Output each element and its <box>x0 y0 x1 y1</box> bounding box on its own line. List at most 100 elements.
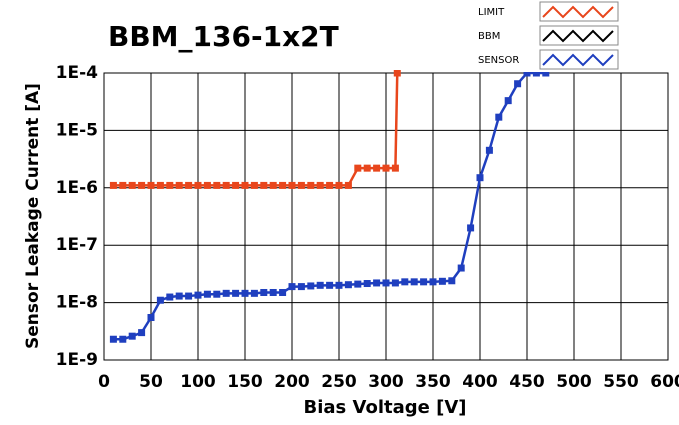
point-marker <box>288 181 296 189</box>
point-marker <box>514 80 522 88</box>
point-marker <box>241 289 249 297</box>
point-marker <box>523 70 531 77</box>
point-marker <box>354 280 362 288</box>
point-marker <box>185 181 193 189</box>
point-marker <box>467 224 475 232</box>
point-marker <box>429 278 437 286</box>
point-marker <box>410 278 418 286</box>
x-tick-label: 150 <box>227 372 263 392</box>
point-marker <box>138 181 146 189</box>
point-marker <box>138 329 146 337</box>
point-marker <box>119 181 127 189</box>
point-marker <box>232 289 240 297</box>
x-tick-label: 100 <box>180 372 216 392</box>
legend-swatch-line <box>542 29 614 43</box>
point-marker <box>532 70 540 77</box>
legend: LIMIT BBM SENSOR <box>470 0 622 72</box>
point-marker <box>363 280 371 288</box>
x-tick-label: 250 <box>321 372 357 392</box>
point-marker <box>213 181 221 189</box>
legend-swatch-line <box>542 5 614 19</box>
point-marker <box>307 181 315 189</box>
point-marker <box>401 278 409 286</box>
point-marker <box>175 181 183 189</box>
point-marker <box>316 181 324 189</box>
point-marker <box>344 281 352 289</box>
point-marker <box>128 181 136 189</box>
point-marker <box>147 314 155 322</box>
legend-label: SENSOR <box>478 55 519 66</box>
point-marker <box>203 290 211 298</box>
y-tick-label: 1E-5 <box>56 120 98 140</box>
x-tick-label: 550 <box>603 372 639 392</box>
point-marker <box>269 288 277 296</box>
plot <box>109 70 550 343</box>
point-marker <box>222 289 230 297</box>
point-marker <box>363 164 371 172</box>
point-marker <box>476 174 484 182</box>
x-tick-label: 300 <box>368 372 404 392</box>
legend-swatch <box>539 1 619 22</box>
point-marker <box>297 283 305 291</box>
point-marker <box>393 70 401 77</box>
point-marker <box>438 277 446 285</box>
point-marker <box>288 283 296 291</box>
point-marker <box>109 335 117 343</box>
point-marker <box>326 181 334 189</box>
point-marker <box>448 277 456 285</box>
point-marker <box>420 278 428 286</box>
y-tick-label: 1E-9 <box>56 350 98 370</box>
point-marker <box>213 290 221 298</box>
point-marker <box>382 279 390 287</box>
x-tick-label: 350 <box>415 372 451 392</box>
point-marker <box>485 146 493 154</box>
y-tick-label: 1E-8 <box>56 293 98 313</box>
point-marker <box>203 181 211 189</box>
point-marker <box>354 164 362 172</box>
x-tick-label: 450 <box>509 372 545 392</box>
point-marker <box>109 181 117 189</box>
y-tick-label: 1E-4 <box>56 63 98 83</box>
x-tick-label: 200 <box>274 372 310 392</box>
legend-swatch-line <box>542 53 614 67</box>
point-marker <box>250 181 258 189</box>
point-marker <box>260 181 268 189</box>
point-marker <box>495 113 503 121</box>
x-tick-label: 50 <box>139 372 163 392</box>
point-marker <box>166 293 174 301</box>
x-axis-label: Bias Voltage [V] <box>304 397 467 418</box>
point-marker <box>119 335 127 343</box>
legend-swatch <box>539 25 619 46</box>
point-marker <box>194 181 202 189</box>
point-marker <box>260 288 268 296</box>
point-marker <box>457 264 465 272</box>
x-tick-label: 500 <box>556 372 592 392</box>
point-marker <box>175 292 183 300</box>
point-marker <box>307 282 315 290</box>
point-marker <box>156 181 164 189</box>
point-marker <box>232 181 240 189</box>
y-tick-label: 1E-6 <box>56 178 98 198</box>
point-marker <box>326 281 334 289</box>
point-marker <box>373 164 381 172</box>
point-marker <box>194 291 202 299</box>
point-marker <box>373 279 381 287</box>
legend-label: BBM <box>478 31 500 42</box>
x-tick-label: 400 <box>462 372 498 392</box>
point-marker <box>279 288 287 296</box>
point-marker <box>156 296 164 304</box>
point-marker <box>185 292 193 300</box>
point-marker <box>147 181 155 189</box>
point-marker <box>344 181 352 189</box>
legend-label: LIMIT <box>478 7 505 18</box>
legend-swatch <box>539 49 619 70</box>
point-marker <box>504 97 512 105</box>
point-marker <box>316 281 324 289</box>
point-marker <box>542 70 550 77</box>
point-marker <box>335 181 343 189</box>
chart-title: BBM_136-1x2T <box>108 20 339 53</box>
point-marker <box>222 181 230 189</box>
point-marker <box>269 181 277 189</box>
x-tick-label: 0 <box>98 372 110 392</box>
